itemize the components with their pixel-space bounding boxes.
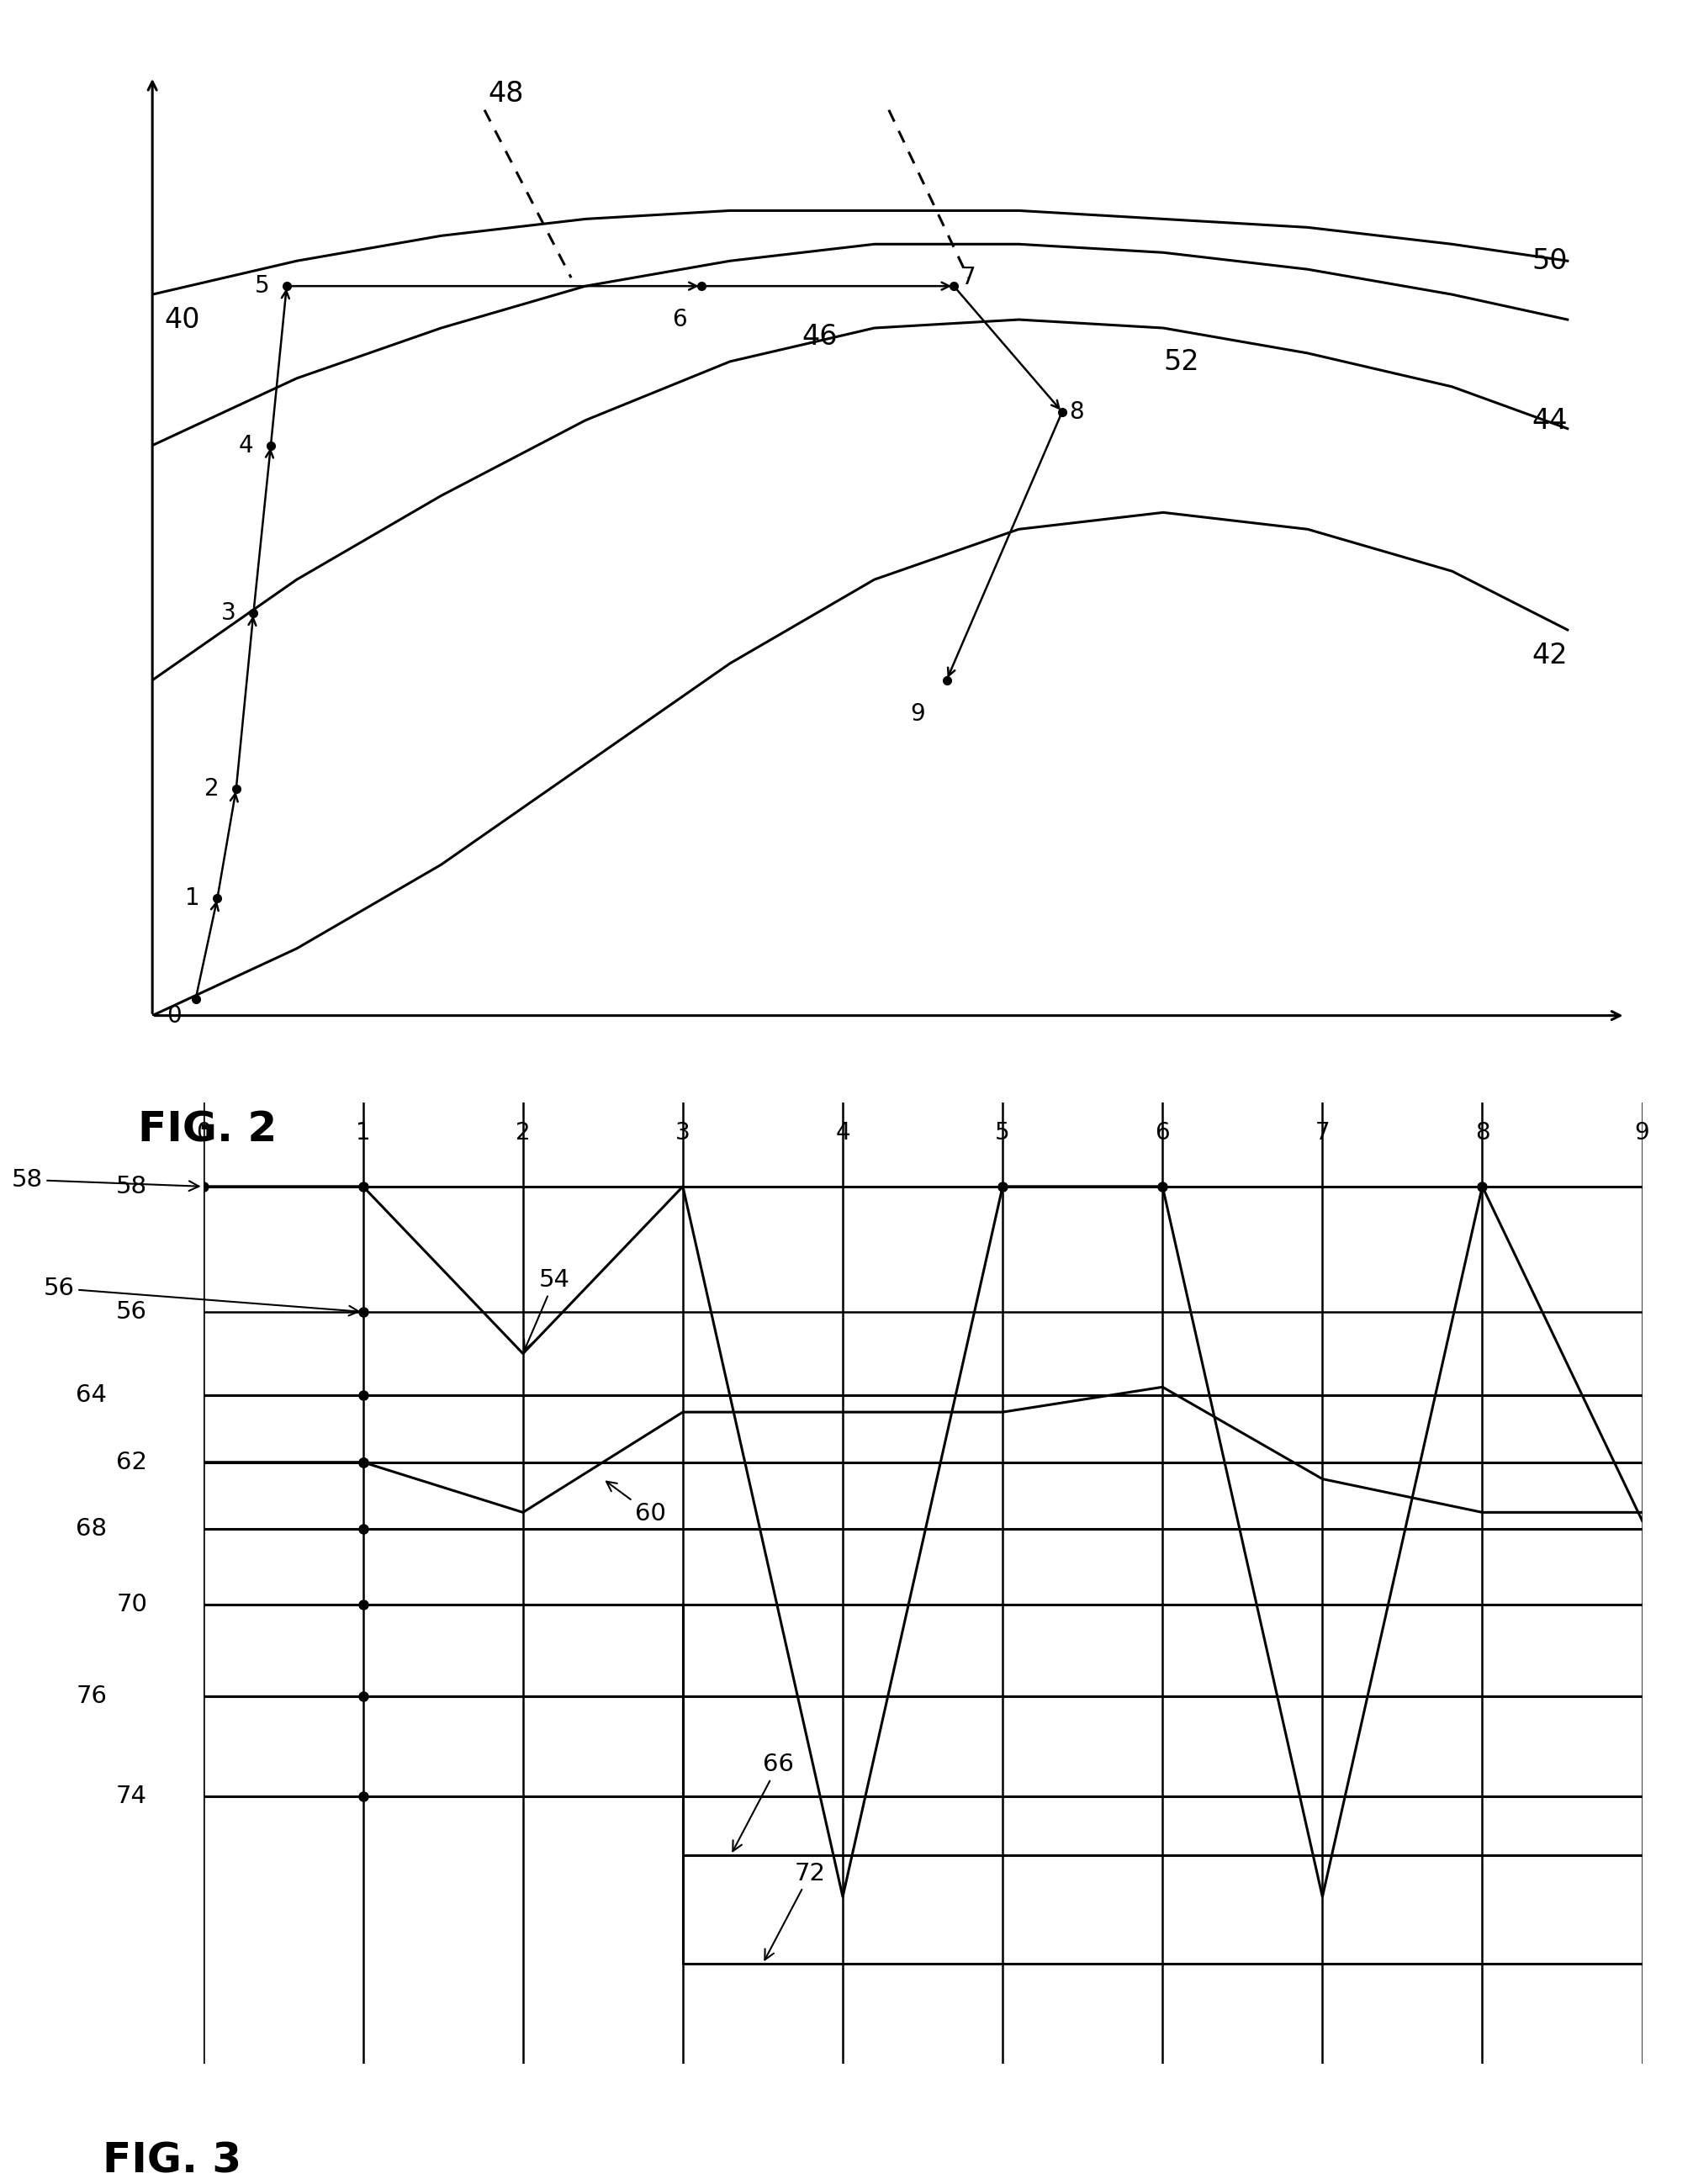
Text: 3: 3 <box>222 601 237 625</box>
Text: 42: 42 <box>1532 642 1568 668</box>
Text: 9: 9 <box>1635 1120 1649 1144</box>
Text: 4: 4 <box>239 435 254 456</box>
Text: 8: 8 <box>1475 1120 1490 1144</box>
Text: 9: 9 <box>911 701 924 725</box>
Text: FIG. 3: FIG. 3 <box>102 2140 242 2182</box>
Text: FIG. 2: FIG. 2 <box>137 1109 276 1149</box>
Text: 50: 50 <box>1532 247 1568 275</box>
Text: 7: 7 <box>962 266 975 290</box>
Text: 68: 68 <box>76 1518 107 1542</box>
Text: 60: 60 <box>606 1481 665 1527</box>
Text: 66: 66 <box>733 1754 794 1852</box>
Text: 54: 54 <box>525 1269 571 1350</box>
Text: 1: 1 <box>186 887 200 911</box>
Text: 52: 52 <box>1163 347 1199 376</box>
Text: 48: 48 <box>488 81 523 107</box>
Text: 56: 56 <box>117 1299 147 1324</box>
Text: 6: 6 <box>1155 1120 1170 1144</box>
Text: 0: 0 <box>196 1120 210 1144</box>
Text: 7: 7 <box>1315 1120 1329 1144</box>
Text: 64: 64 <box>76 1385 107 1406</box>
Text: 2: 2 <box>205 778 218 802</box>
Text: 8: 8 <box>1070 400 1084 424</box>
Text: 70: 70 <box>117 1592 147 1616</box>
Text: 58: 58 <box>117 1175 147 1199</box>
Text: 56: 56 <box>44 1278 359 1315</box>
Text: 72: 72 <box>765 1861 826 1959</box>
Text: 6: 6 <box>672 308 687 332</box>
Text: 44: 44 <box>1532 406 1568 435</box>
Text: 76: 76 <box>76 1684 107 1708</box>
Text: 40: 40 <box>164 306 200 334</box>
Text: 4: 4 <box>835 1120 850 1144</box>
Text: 1: 1 <box>356 1120 371 1144</box>
Text: 58: 58 <box>12 1168 198 1192</box>
Text: 62: 62 <box>117 1450 147 1474</box>
Text: 2: 2 <box>516 1120 530 1144</box>
Text: 5: 5 <box>254 275 269 297</box>
Text: 5: 5 <box>995 1120 1011 1144</box>
Text: 0: 0 <box>166 1005 181 1026</box>
Text: 46: 46 <box>802 323 838 352</box>
Text: 74: 74 <box>117 1784 147 1808</box>
Text: 3: 3 <box>676 1120 691 1144</box>
